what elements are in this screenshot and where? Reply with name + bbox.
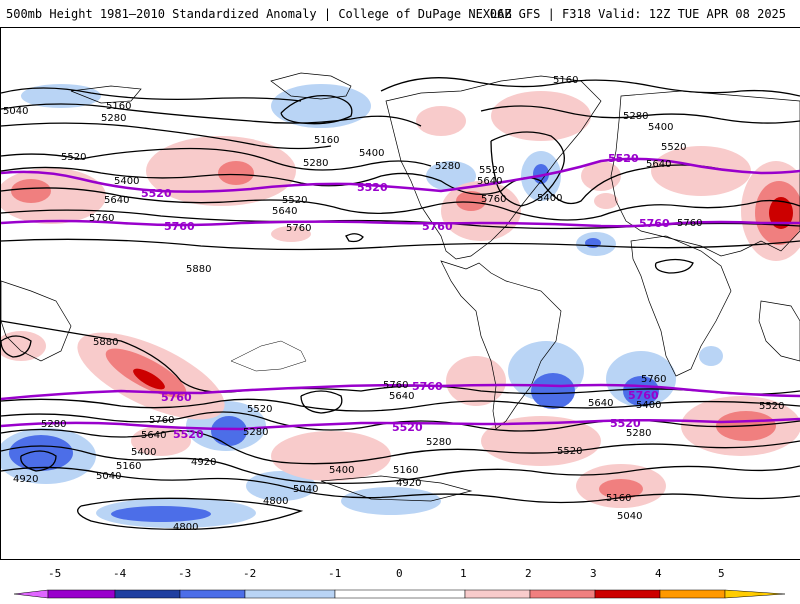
contour-label: 5280: [243, 427, 268, 438]
contour-label: 5640: [477, 176, 502, 187]
contour-label: 5760: [677, 218, 702, 229]
highlight-label: 5760: [639, 217, 670, 230]
map-title: 500mb Height 1981–2010 Standardized Anom…: [6, 7, 512, 21]
contour-label: 5160: [606, 493, 631, 504]
highlight-contour-labels: 5520 5520 5520 5760 5760 5760 5760 5520 …: [141, 152, 670, 441]
contour-label: 5040: [617, 511, 642, 522]
colorbar-tick: 1: [460, 567, 467, 580]
highlight-label: 5760: [422, 220, 453, 233]
contour-label: 5400: [131, 447, 156, 458]
colorbar-arrow-right: [724, 589, 786, 599]
colorbar-swatch: [114, 589, 181, 599]
colorbar-swatch: [659, 589, 726, 599]
contour-label: 5280: [101, 113, 126, 124]
contour-label: 5280: [435, 161, 460, 172]
contour-label: 5280: [303, 158, 328, 169]
contour-label: 5040: [96, 471, 121, 482]
contour-label: 5520: [759, 401, 784, 412]
colorbar-tick: 2: [525, 567, 532, 580]
colorbar-swatch: [244, 589, 336, 599]
colorbar-swatch: [179, 589, 246, 599]
contour-label: 5160: [116, 461, 141, 472]
highlighted-contours: [1, 157, 800, 431]
contour-label: 5520: [282, 195, 307, 206]
colorbar-tick: -4: [113, 567, 127, 580]
contour-label: 4920: [396, 478, 421, 489]
contour-label: 5160: [314, 135, 339, 146]
contour-label: 5400: [648, 122, 673, 133]
colorbar-tick: -2: [243, 567, 256, 580]
highlight-label: 5760: [412, 380, 443, 393]
contour-label: 5760: [149, 415, 174, 426]
colorbar-tick: -3: [178, 567, 191, 580]
contour-label: 5400: [359, 148, 384, 159]
colorbar-swatch: [334, 589, 466, 599]
coastlines: [1, 72, 800, 502]
colorbar-swatch: [464, 589, 531, 599]
contour-label: 5160: [393, 465, 418, 476]
contour-label: 5400: [329, 465, 354, 476]
colorbar-tick: 3: [590, 567, 597, 580]
highlight-label: 5520: [610, 417, 641, 430]
contour-label: 5640: [588, 398, 613, 409]
highlight-label: 5520: [141, 187, 172, 200]
contour-label: 5520: [479, 165, 504, 176]
colorbar-tick: -5: [48, 567, 61, 580]
contour-label: 5520: [557, 446, 582, 457]
map-header: 500mb Height 1981–2010 Standardized Anom…: [0, 0, 800, 28]
contour-label: 5760: [286, 223, 311, 234]
positive-anomaly-shading: [1, 91, 800, 508]
contour-label: 5640: [104, 195, 129, 206]
contour-label: 5040: [293, 484, 318, 495]
contour-label: 5520: [661, 142, 686, 153]
contour-label: 5760: [481, 194, 506, 205]
contour-label: 5280: [623, 111, 648, 122]
contour-label: 5040: [3, 106, 28, 117]
colorbar-tick: -1: [328, 567, 341, 580]
contour-label: 5280: [626, 428, 651, 439]
highlight-label: 5760: [628, 389, 659, 402]
colorbar: -5 -4 -3 -2 -1 0 1 2 3 4 5: [0, 566, 800, 600]
colorbar-swatch: [594, 589, 661, 599]
contour-label: 5280: [426, 437, 451, 448]
colorbar-tick: 5: [718, 567, 725, 580]
contour-label: 5520: [247, 404, 272, 415]
contour-label: 5160: [553, 75, 578, 86]
colorbar-tick: 4: [655, 567, 662, 580]
contour-label: 5880: [186, 264, 211, 275]
contour-label: 5520: [61, 152, 86, 163]
contour-label: 5640: [141, 430, 166, 441]
contour-label: 4920: [191, 457, 216, 468]
contour-label: 5400: [114, 176, 139, 187]
colorbar-swatch: [529, 589, 596, 599]
contour-labels: 5040 5160 5280 5160 5160 5280 5400 5520 …: [3, 75, 784, 533]
highlight-label: 5520: [392, 421, 423, 434]
highlight-label: 5760: [161, 391, 192, 404]
contour-label: 5760: [641, 374, 666, 385]
highlight-label: 5520: [608, 152, 639, 165]
contour-label: 5880: [93, 337, 118, 348]
highlight-label: 5520: [173, 428, 204, 441]
contour-label: 5760: [89, 213, 114, 224]
colorbar-arrow-left: [13, 589, 49, 599]
contour-label: 5640: [389, 391, 414, 402]
contour-label: 5760: [383, 380, 408, 391]
contour-label: 4800: [263, 496, 288, 507]
map-svg: 5040 5160 5280 5160 5160 5280 5400 5520 …: [1, 72, 800, 533]
colorbar-swatch: [47, 589, 116, 599]
contour-label: 5640: [272, 206, 297, 217]
colorbar-svg: -5 -4 -3 -2 -1 0 1 2 3 4 5: [13, 567, 786, 599]
highlight-label: 5760: [164, 220, 195, 233]
contour-label: 4920: [13, 474, 38, 485]
contour-label: 5400: [636, 400, 661, 411]
highlight-label: 5520: [357, 181, 388, 194]
colorbar-tick: 0: [396, 567, 403, 580]
model-valid-time: 06Z GFS | F318 Valid: 12Z TUE APR 08 202…: [489, 7, 786, 21]
contour-label: 5400: [537, 193, 562, 204]
contour-label: 5160: [106, 101, 131, 112]
contour-label: 4800: [173, 522, 198, 533]
anomaly-map: 5040 5160 5280 5160 5160 5280 5400 5520 …: [0, 27, 800, 560]
contour-label: 5280: [41, 419, 66, 430]
contour-label: 5640: [646, 159, 671, 170]
